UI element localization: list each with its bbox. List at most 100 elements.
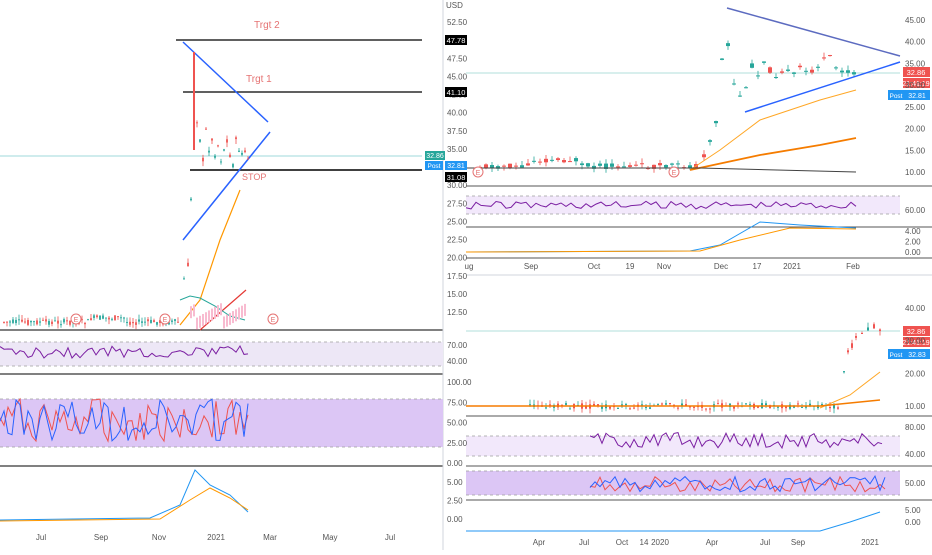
left-candle-body xyxy=(183,278,185,280)
left-triangle-drawing[interactable] xyxy=(182,41,271,331)
tr-ma3 xyxy=(466,167,857,173)
left_chart.price_ticks-tick: 12.50 xyxy=(447,308,468,317)
left-volume-bar xyxy=(217,305,219,318)
top-right-axis[interactable]: 45.00 40.00 35.00 30.00 25.00 20.00 15.00 10.00… xyxy=(905,16,926,257)
earnings-markers[interactable]: E E E E E xyxy=(70,166,680,325)
left-candle-body xyxy=(168,322,170,325)
br-candle-body xyxy=(641,404,643,406)
left-candle-body xyxy=(51,321,53,325)
tr-candle-body xyxy=(810,69,814,73)
left-candle-body xyxy=(235,137,237,140)
tr-candle-body xyxy=(622,166,626,168)
br-candle-body xyxy=(569,408,571,410)
tr-candle-body xyxy=(744,87,748,89)
left-candle-body xyxy=(247,158,249,160)
top_right_chart.price_ticks-tick: 35.00 xyxy=(905,59,926,68)
left-volume-bar xyxy=(232,311,234,324)
bottom-right-axis[interactable]: 40.00 30.00 20.00 10.00 80.00 40.00 50.00 5.00 0… xyxy=(905,304,926,527)
left_chart.price_ticks-tick: 25.00 xyxy=(447,217,468,226)
tr-candle-body xyxy=(598,163,602,166)
left-candle-body xyxy=(156,322,158,325)
tr-candle-body xyxy=(556,158,560,161)
tr-candle-body xyxy=(628,165,632,167)
bottom_right_chart.macd_ticks-tick: 5.00 xyxy=(905,506,921,515)
left-candle-body xyxy=(138,319,140,322)
left_chart.price_ticks-tick: 17.50 xyxy=(447,272,468,281)
tr-candle-body xyxy=(574,158,578,162)
tr-candle-body xyxy=(538,161,542,163)
left-ma xyxy=(179,189,241,326)
br-candle-body xyxy=(685,404,687,406)
time-label: 14 xyxy=(640,538,649,547)
left-candle-body xyxy=(66,320,68,322)
left-candle-body xyxy=(217,145,219,147)
tr-candle-body xyxy=(544,158,548,163)
left-volume-bar xyxy=(214,306,216,319)
tr-badge-post: Post xyxy=(889,93,902,100)
tr-candle-body xyxy=(702,154,706,158)
left-candle-body xyxy=(135,322,137,325)
br-candle-body xyxy=(855,336,857,338)
left-candle-body xyxy=(87,319,89,321)
br-candle-body xyxy=(649,407,651,409)
top-right-triangle-drawing[interactable] xyxy=(726,7,901,113)
tr-candle-body xyxy=(834,67,838,69)
br-candle-body xyxy=(673,404,675,406)
time-label: 2020 xyxy=(651,538,669,547)
left-candle-body xyxy=(21,319,23,322)
left-rsi-band xyxy=(0,342,443,366)
left-candle-body xyxy=(27,320,29,325)
tr-candle-body xyxy=(658,163,662,166)
br-candle-body xyxy=(645,407,647,409)
left-candle-body xyxy=(45,319,47,322)
top_right_chart.rsi_ticks-tick: 60.00 xyxy=(905,206,926,215)
left-candle-body xyxy=(9,321,11,323)
stop-label: STOP xyxy=(242,172,266,182)
tr-candle-body xyxy=(750,63,754,68)
time-label: 2021 xyxy=(207,533,225,542)
left-macd-signal xyxy=(0,487,249,522)
tr-candle-body xyxy=(496,166,500,169)
left-volume-bar xyxy=(208,310,210,323)
time-label: May xyxy=(322,533,337,542)
left-candle-body xyxy=(129,321,131,325)
left-candle-body xyxy=(196,122,198,124)
badge-target1: 41.10 xyxy=(447,88,466,97)
tr-candle-body xyxy=(828,55,832,57)
br-candle-body xyxy=(843,371,845,373)
time-axes[interactable]: Jul Sep Nov 2021 Mar May Jul ug Sep Oct 19 Nov Dec 17… xyxy=(36,262,880,547)
left-candle-body xyxy=(220,161,222,163)
bottom_right_chart.stoch_ticks-tick: 50.00 xyxy=(905,479,926,488)
tr-candle-body xyxy=(514,165,518,167)
bottom_right_chart.price_ticks-tick: 30.00 xyxy=(905,337,926,346)
tr-candle-body xyxy=(664,165,668,168)
br-candle-body xyxy=(837,407,839,409)
time-label: ug xyxy=(465,262,474,271)
left-candle-body xyxy=(141,321,143,323)
br-candle-body xyxy=(609,406,611,409)
left-candle-body xyxy=(232,164,234,168)
tr-candle-body xyxy=(616,166,620,168)
br-candle-body xyxy=(833,403,835,409)
left_chart.stoch_ticks-tick: 100.00 xyxy=(447,378,472,387)
badge-stop: 31.08 xyxy=(447,173,466,182)
oscillator-lines xyxy=(0,200,886,532)
time-label: Feb xyxy=(846,262,860,271)
left-candle-body xyxy=(99,315,101,320)
left-volume-bar xyxy=(190,306,192,319)
tr-candle-body xyxy=(508,163,512,168)
left-volume-bar xyxy=(211,308,213,321)
left-candle-body xyxy=(105,317,107,319)
left-volume-bar xyxy=(241,305,243,318)
br-candle-body xyxy=(847,350,849,353)
br-candle-body xyxy=(669,403,671,405)
br-candle-body xyxy=(545,407,547,409)
br-candle-body xyxy=(793,406,795,408)
tr-candle-body xyxy=(550,159,554,161)
earnings-marker-5: E xyxy=(672,170,677,177)
tr-candle-body xyxy=(780,71,784,73)
band-dashes xyxy=(0,195,900,496)
br-candle-body xyxy=(745,403,747,405)
left_chart.price_ticks-tick: 45.00 xyxy=(447,72,468,81)
